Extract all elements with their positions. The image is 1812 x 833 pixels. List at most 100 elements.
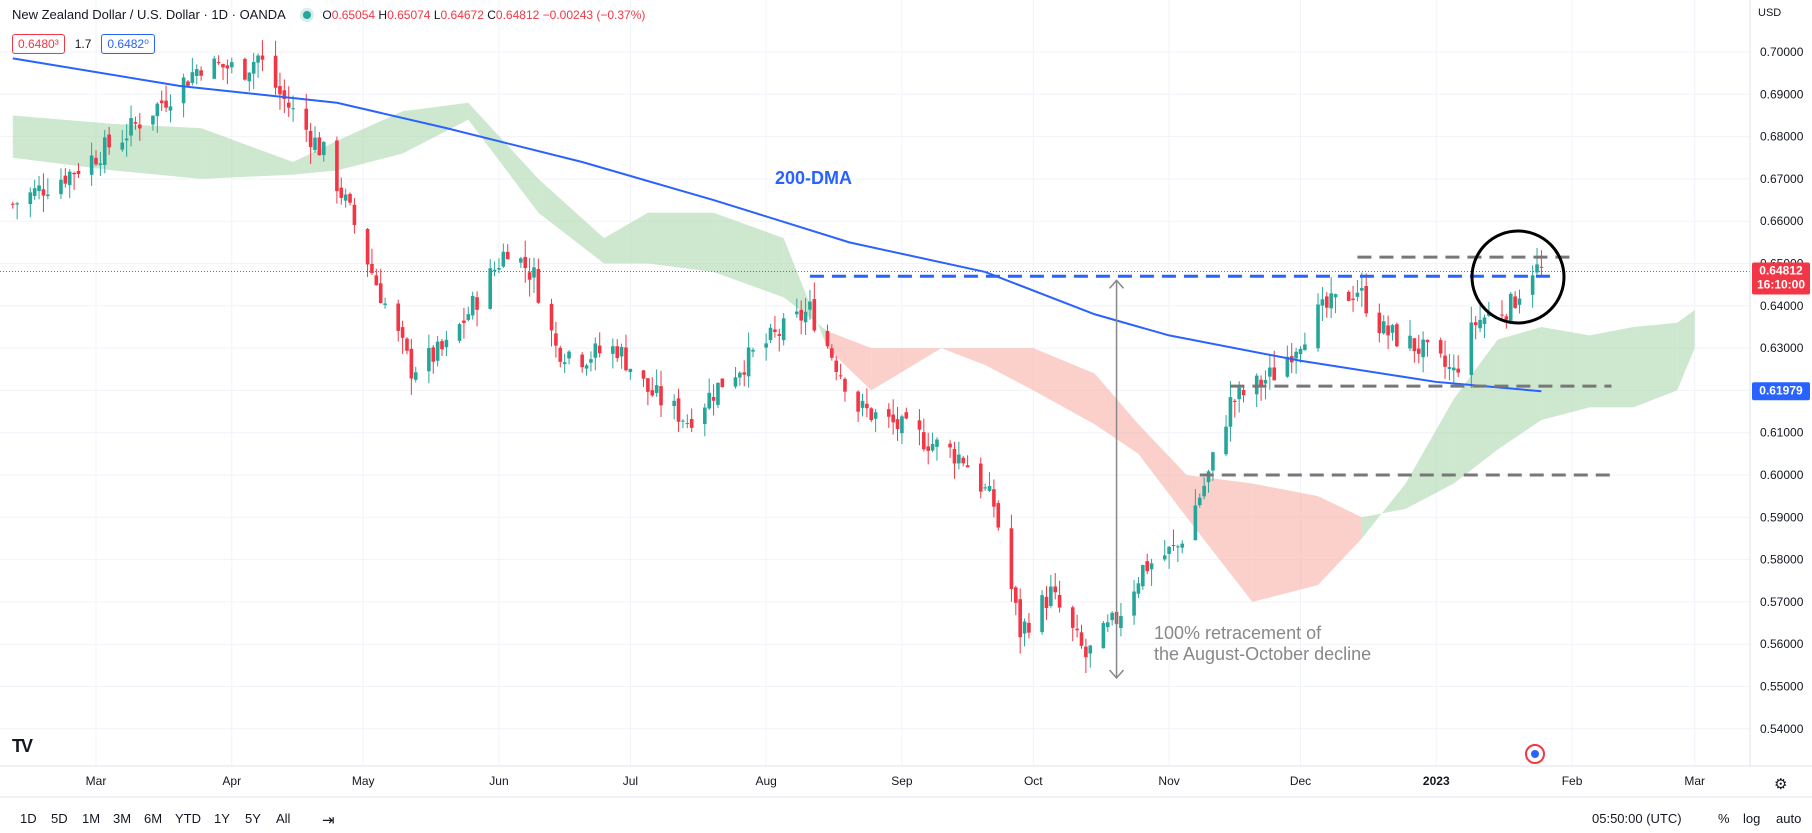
ma-label: 200-DMA bbox=[775, 168, 852, 188]
candle-body bbox=[1105, 622, 1110, 628]
candle-body bbox=[32, 188, 37, 196]
candle-body bbox=[1500, 314, 1504, 316]
candle-body bbox=[1324, 296, 1329, 308]
candle-body bbox=[1193, 505, 1198, 541]
candle-body bbox=[843, 378, 847, 392]
timeframe-button-1m[interactable]: 1M bbox=[82, 811, 101, 826]
candle-body bbox=[773, 329, 777, 332]
candle-body bbox=[466, 314, 471, 320]
cloud-segment bbox=[1677, 310, 1695, 391]
x-tick-label: Sep bbox=[891, 774, 913, 788]
candle-body bbox=[260, 55, 265, 60]
candle-body bbox=[431, 347, 436, 362]
timeframe-button-3m[interactable]: 3M bbox=[113, 811, 132, 826]
candle-body bbox=[628, 368, 633, 373]
candle-body bbox=[133, 122, 138, 124]
auto-toggle[interactable]: auto bbox=[1776, 811, 1802, 826]
candle-body bbox=[751, 349, 755, 352]
cloud-segment bbox=[827, 331, 872, 391]
highlight-circle bbox=[1470, 229, 1566, 325]
candle-body bbox=[335, 140, 339, 192]
candle-body bbox=[659, 386, 663, 406]
candle-body bbox=[462, 320, 466, 324]
quote-panel: 0.6480³ 1.7 0.6482⁰ bbox=[12, 34, 155, 54]
candle-body bbox=[1395, 324, 1399, 347]
timeframe-button-ytd[interactable]: YTD bbox=[175, 811, 201, 826]
candle-body bbox=[1197, 497, 1202, 506]
candle-body bbox=[1456, 368, 1460, 373]
candle-body bbox=[1057, 595, 1062, 608]
percent-toggle[interactable]: % bbox=[1718, 811, 1730, 826]
candle-body bbox=[733, 377, 738, 387]
candle-body bbox=[107, 134, 111, 148]
candle-body bbox=[952, 449, 957, 464]
candle-body bbox=[1355, 292, 1360, 297]
candle-body bbox=[89, 155, 94, 175]
candle-body bbox=[1320, 299, 1325, 306]
candle-body bbox=[935, 439, 939, 447]
candle-body bbox=[983, 487, 987, 489]
candle-body bbox=[317, 137, 322, 156]
candle-body bbox=[1412, 338, 1417, 352]
symbol-title[interactable]: New Zealand Dollar / U.S. Dollar · 1D · … bbox=[12, 7, 286, 22]
candle-body bbox=[124, 138, 129, 141]
candle-body bbox=[1263, 379, 1268, 384]
candle-body bbox=[1443, 355, 1447, 367]
candle-body bbox=[584, 365, 589, 369]
candle-body bbox=[28, 192, 33, 205]
timeframe-button-1d[interactable]: 1D bbox=[20, 811, 37, 826]
candle-body bbox=[1053, 586, 1058, 593]
candle-body bbox=[711, 396, 716, 401]
candle-body bbox=[273, 55, 278, 88]
cloud-segment bbox=[604, 212, 648, 264]
candle-body bbox=[216, 62, 221, 64]
cloud-segment bbox=[336, 111, 403, 171]
tradingview-logo-icon[interactable]: TV bbox=[12, 736, 33, 756]
candle-body bbox=[536, 268, 541, 303]
candle-body bbox=[1517, 298, 1522, 305]
candle-body bbox=[102, 137, 107, 165]
candle-body bbox=[523, 256, 528, 269]
candle-body bbox=[405, 338, 409, 351]
candle-body bbox=[59, 179, 63, 195]
candle-body bbox=[190, 72, 195, 83]
date-range-icon[interactable]: ⇥ bbox=[322, 812, 335, 829]
timeframe-button-6m[interactable]: 6M bbox=[144, 811, 163, 826]
candle-body bbox=[94, 157, 98, 165]
timeframe-button-5y[interactable]: 5Y bbox=[245, 811, 261, 826]
buy-button[interactable]: 0.6482⁰ bbox=[101, 34, 155, 54]
y-tick-label: 0.59000 bbox=[1760, 510, 1804, 524]
ma-price-tag-text: 0.61979 bbox=[1759, 383, 1803, 397]
sell-button[interactable]: 0.6480³ bbox=[12, 34, 65, 54]
candle-body bbox=[746, 347, 751, 377]
candle-body bbox=[1268, 367, 1272, 377]
cloud-segment bbox=[871, 348, 942, 391]
candle-body bbox=[409, 348, 414, 379]
candle-body bbox=[1390, 325, 1395, 333]
chart-header: New Zealand Dollar / U.S. Dollar · 1D · … bbox=[12, 7, 645, 22]
cloud-segment bbox=[468, 102, 539, 213]
candle-body bbox=[308, 130, 313, 148]
candle-body bbox=[1044, 596, 1049, 609]
candle-body bbox=[370, 263, 374, 274]
candle-body bbox=[917, 420, 922, 430]
candle-body bbox=[282, 90, 287, 100]
timeframe-button-1y[interactable]: 1Y bbox=[214, 811, 230, 826]
candle-body bbox=[558, 347, 563, 362]
candle-body bbox=[348, 193, 352, 203]
timeframe-button-5d[interactable]: 5D bbox=[51, 811, 68, 826]
candle-body bbox=[803, 311, 808, 323]
candle-body bbox=[10, 203, 15, 205]
cloud-segment bbox=[1405, 398, 1454, 509]
candle-body bbox=[343, 194, 348, 201]
utc-time[interactable]: 05:50:00 (UTC) bbox=[1592, 811, 1682, 826]
candle-body bbox=[1469, 322, 1474, 376]
candle-body bbox=[615, 346, 620, 359]
cloud-segment bbox=[1186, 475, 1253, 602]
candle-body bbox=[225, 65, 230, 69]
log-toggle[interactable]: log bbox=[1743, 811, 1761, 826]
timeframe-button-all[interactable]: All bbox=[276, 811, 291, 826]
candle-body bbox=[812, 299, 817, 331]
cloud-segment bbox=[1252, 483, 1319, 602]
